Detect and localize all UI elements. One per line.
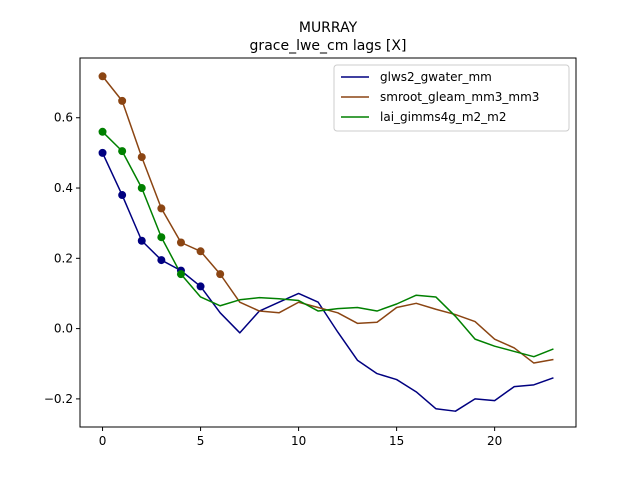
y-tick-label: −0.2 [44,392,73,406]
series-line-lai_gimms4g_m2_m2 [102,131,554,358]
plot-markers [98,72,225,291]
y-tick-label: 0.2 [54,251,73,265]
data-point-smroot_gleam_mm3_mm3 [137,153,146,162]
data-point-smroot_gleam_mm3_mm3 [196,247,205,256]
data-point-lai_gimms4g_m2_m2 [176,270,185,279]
legend-box [333,64,570,132]
data-point-lai_gimms4g_m2_m2 [98,127,107,136]
chart-title: MURRAY [299,20,358,36]
x-tick-label: 15 [389,434,404,448]
data-point-glws2_gwater_mm [118,191,127,200]
data-point-lai_gimms4g_m2_m2 [118,147,127,156]
y-tick-label: 0.6 [54,111,73,125]
data-point-glws2_gwater_mm [196,282,205,291]
data-point-glws2_gwater_mm [157,256,166,265]
x-tick-label: 0 [99,434,107,448]
axes-ticks: 0 5 10 15 20 −0.2 0.0 0.2 0.4 0.6 [44,111,502,448]
data-point-smroot_gleam_mm3_mm3 [176,238,185,247]
legend-label: glws2_gwater_mm [380,70,492,84]
plot-frame [79,57,577,428]
data-point-smroot_gleam_mm3_mm3 [118,96,127,105]
legend-label: smroot_gleam_mm3_mm3 [380,90,539,104]
x-tick-label: 10 [291,434,306,448]
chart-subtitle: grace_lwe_cm lags [X] [250,38,407,54]
x-tick-label: 5 [197,434,205,448]
legend-label: lai_gimms4g_m2_m2 [380,110,507,124]
data-point-smroot_gleam_mm3_mm3 [98,72,107,81]
data-point-lai_gimms4g_m2_m2 [157,233,166,242]
data-point-lai_gimms4g_m2_m2 [137,184,146,193]
legend: glws2_gwater_mm smroot_gleam_mm3_mm3 lai_g… [333,64,570,132]
x-tick-label: 20 [487,434,502,448]
data-point-glws2_gwater_mm [137,236,146,245]
y-tick-label: 0.4 [54,181,73,195]
data-point-smroot_gleam_mm3_mm3 [157,204,166,213]
data-point-glws2_gwater_mm [98,148,107,157]
y-tick-label: 0.0 [54,322,73,336]
data-point-smroot_gleam_mm3_mm3 [216,270,225,279]
